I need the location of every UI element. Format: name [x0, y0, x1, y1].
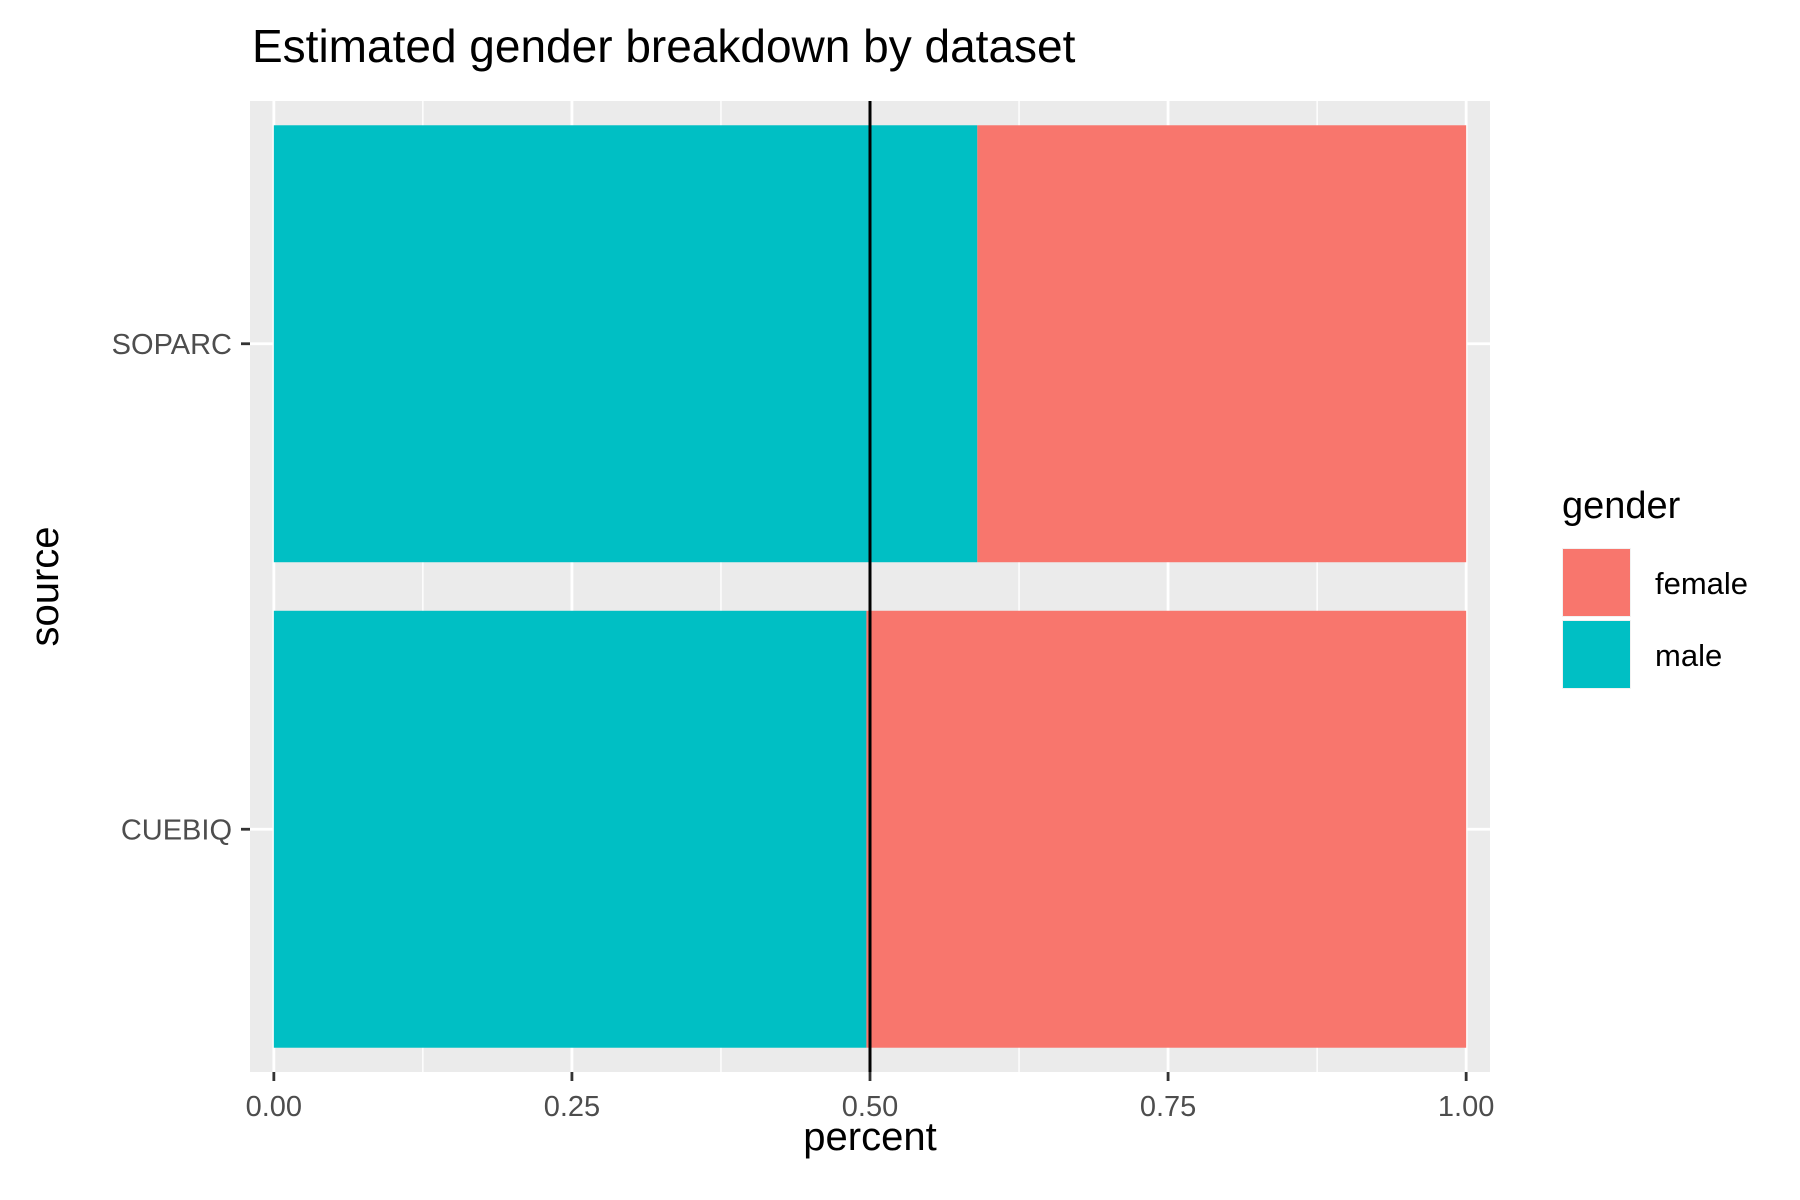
y-axis-title: source [23, 526, 67, 646]
y-axis: SOPARC CUEBIQ [112, 329, 250, 846]
legend-title: gender [1562, 485, 1681, 527]
bar-cuebiq-male [273, 610, 867, 1048]
bar-cuebiq-female [866, 610, 1467, 1048]
x-axis-title: percent [803, 1115, 936, 1159]
x-tick-label: 1.00 [1438, 1091, 1494, 1123]
legend-key-male [1563, 621, 1630, 688]
y-tick-label: CUEBIQ [121, 814, 232, 846]
x-tick-label: 0.00 [246, 1091, 302, 1123]
y-tick-label: SOPARC [112, 329, 232, 361]
x-tick-label: 0.25 [544, 1091, 600, 1123]
x-tick-label: 0.75 [1140, 1091, 1196, 1123]
x-tick-label: 0.50 [842, 1091, 898, 1123]
chart-title: Estimated gender breakdown by dataset [252, 20, 1076, 72]
legend-label-male: male [1655, 638, 1722, 673]
legend-label-female: female [1655, 566, 1748, 601]
x-axis: 0.00 0.25 0.50 0.75 1.00 [246, 1072, 1494, 1123]
bars [273, 125, 1467, 1048]
bar-soparc-female [977, 125, 1467, 563]
bar-soparc-male [273, 125, 978, 563]
legend: gender female male [1562, 485, 1748, 689]
legend-key-female [1563, 549, 1630, 616]
